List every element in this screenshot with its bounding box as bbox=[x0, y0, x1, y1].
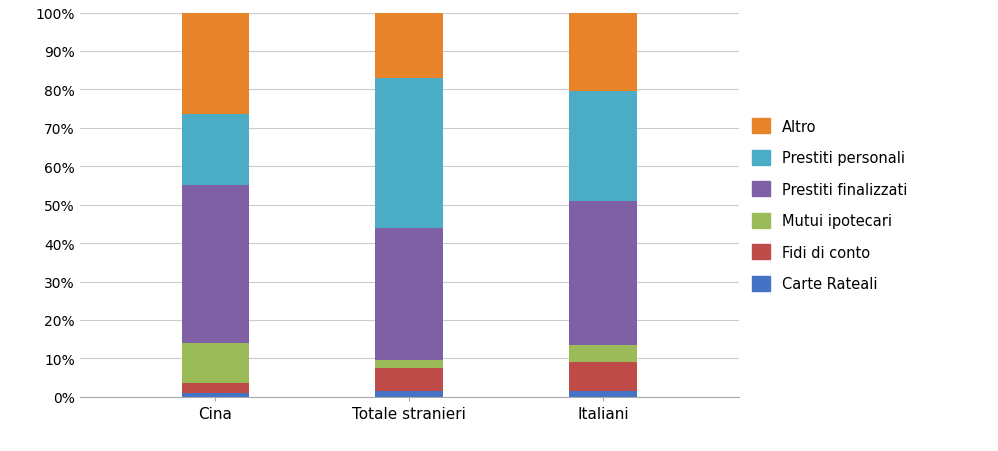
Bar bbox=[182, 186, 250, 343]
Bar bbox=[375, 14, 443, 78]
Bar bbox=[182, 383, 250, 393]
Bar bbox=[569, 363, 637, 391]
Bar bbox=[569, 201, 637, 345]
Bar bbox=[375, 228, 443, 360]
Bar bbox=[182, 115, 250, 186]
Bar bbox=[569, 14, 637, 92]
Bar bbox=[375, 391, 443, 397]
Bar bbox=[375, 360, 443, 368]
Bar bbox=[182, 14, 250, 115]
Bar bbox=[569, 92, 637, 201]
Bar bbox=[375, 368, 443, 391]
Bar bbox=[569, 391, 637, 397]
Bar bbox=[182, 343, 250, 383]
Bar bbox=[569, 345, 637, 363]
Bar bbox=[182, 393, 250, 397]
Bar bbox=[375, 78, 443, 228]
Legend: Altro, Prestiti personali, Prestiti finalizzati, Mutui ipotecari, Fidi di conto,: Altro, Prestiti personali, Prestiti fina… bbox=[752, 119, 907, 291]
